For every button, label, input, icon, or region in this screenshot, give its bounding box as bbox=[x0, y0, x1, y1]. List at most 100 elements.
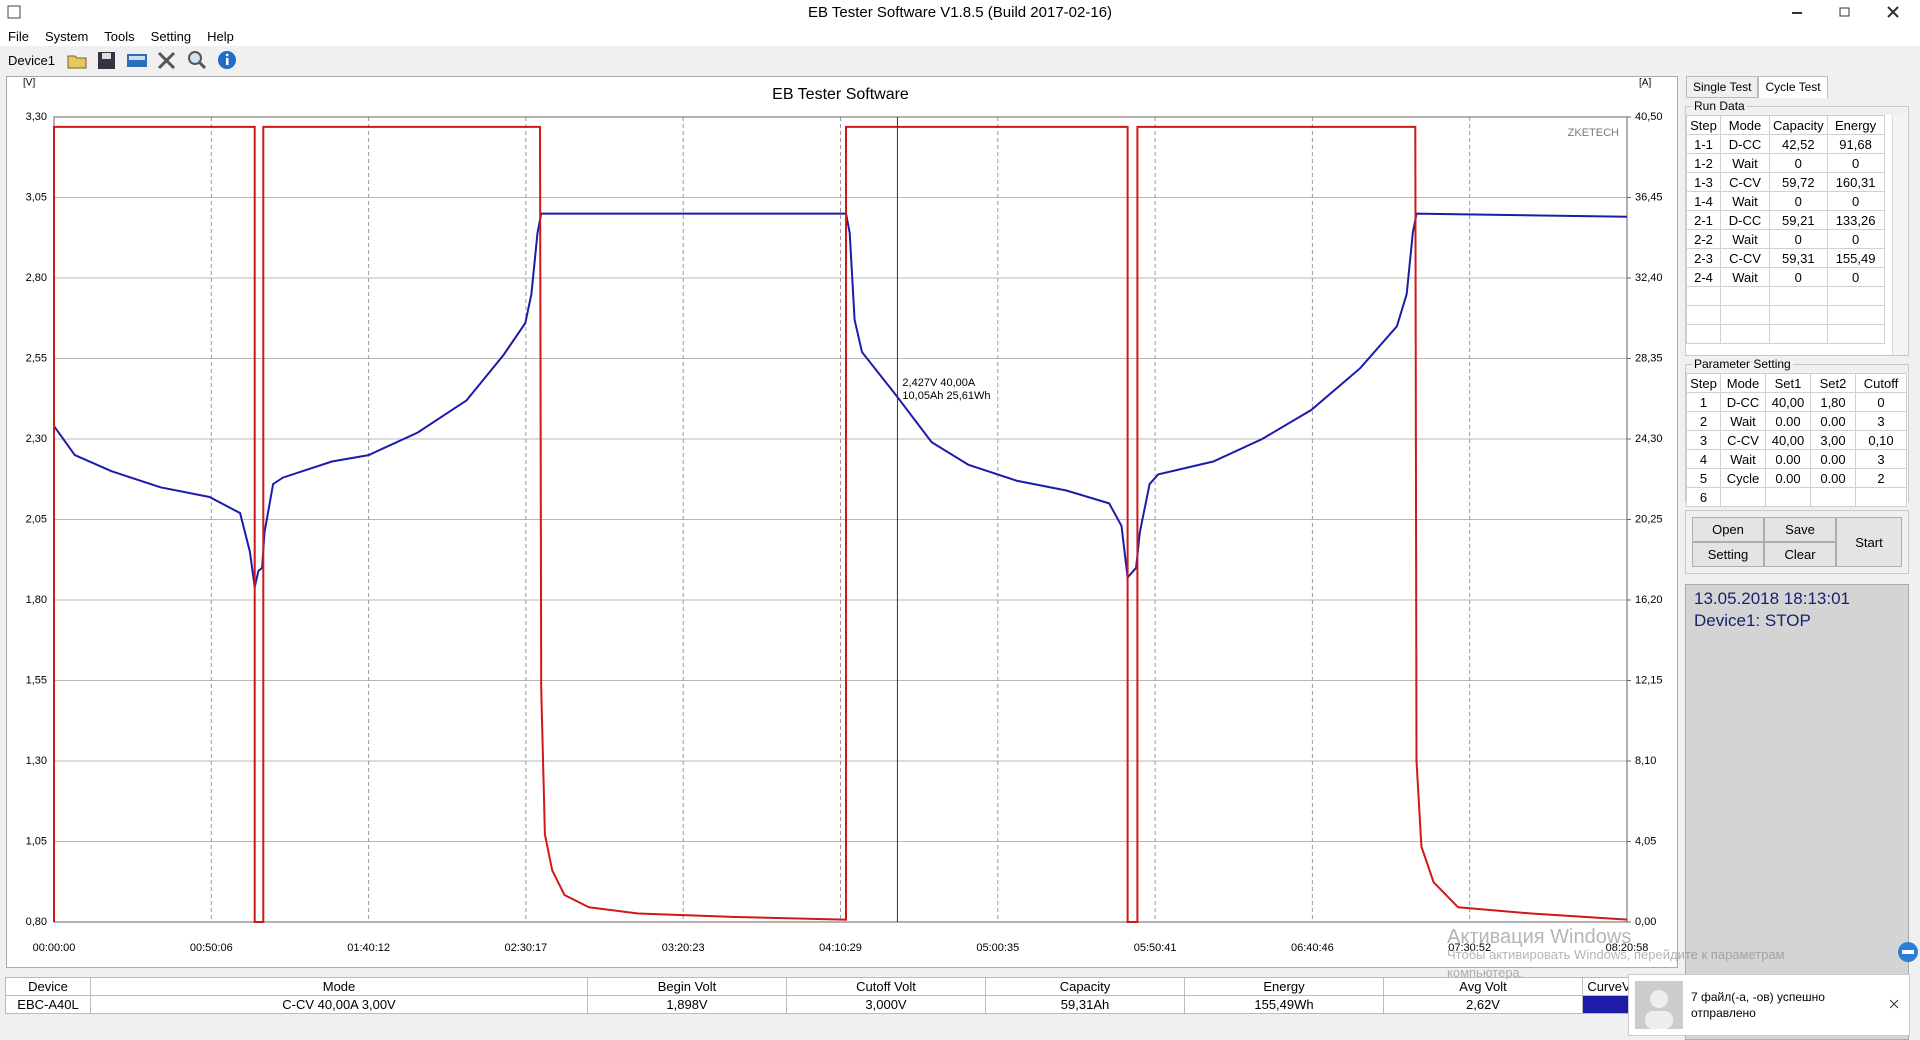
table-cell: 0.00 bbox=[1810, 449, 1856, 469]
tab[interactable]: Single Test bbox=[1686, 76, 1759, 98]
close-icon[interactable] bbox=[1889, 999, 1899, 1009]
column-header: Step bbox=[1686, 373, 1721, 393]
table-row[interactable] bbox=[1686, 286, 1885, 306]
search-icon[interactable] bbox=[185, 49, 209, 71]
start-button[interactable]: Start bbox=[1836, 517, 1902, 567]
table-cell: 0 bbox=[1769, 229, 1828, 249]
table-cell: 160,31 bbox=[1826, 172, 1885, 192]
table-cell bbox=[1769, 324, 1828, 344]
right-panel: Single Test Cycle Test Run Data Step Mode C… bbox=[1680, 74, 1920, 1040]
column-header: Energy bbox=[1826, 115, 1885, 135]
menu-item[interactable]: Help bbox=[207, 28, 234, 44]
avatar bbox=[1635, 981, 1683, 1029]
table-cell bbox=[1810, 487, 1856, 507]
table-cell: 2 bbox=[1686, 411, 1721, 431]
table-cell: 6 bbox=[1686, 487, 1721, 507]
curve-color bbox=[1582, 995, 1636, 1014]
table-row[interactable]: 1-2 Wait 0 0 bbox=[1686, 153, 1885, 173]
save-icon[interactable] bbox=[95, 49, 119, 71]
chart-panel: EB Tester Software [V] [A] ZKETECH 0,80 1,05 1… bbox=[6, 76, 1678, 968]
menu-item[interactable]: Tools bbox=[104, 28, 135, 44]
clear-button[interactable]: Clear bbox=[1764, 542, 1836, 567]
menu-item[interactable]: File bbox=[8, 28, 29, 44]
activation-text: Чтобы активировать Windows, перейдите к … bbox=[1447, 947, 1785, 962]
activation-text: компьютера. bbox=[1447, 965, 1524, 980]
y-tick-label: 2,55 bbox=[26, 352, 47, 364]
table-row[interactable]: 2-4 Wait 0 0 bbox=[1686, 267, 1885, 287]
menu-item[interactable]: Setting bbox=[150, 28, 192, 44]
table-cell bbox=[1769, 305, 1828, 325]
table-cell: 155,49Wh bbox=[1184, 995, 1384, 1014]
table-cell: Wait bbox=[1720, 267, 1770, 287]
table-cell: C-CV bbox=[1720, 172, 1770, 192]
table-cell: 0.00 bbox=[1810, 411, 1856, 431]
table-cell bbox=[1826, 305, 1885, 325]
table-row[interactable]: 4 Wait 0.00 0.00 3 bbox=[1686, 449, 1907, 469]
table-row[interactable]: 5 Cycle 0.00 0.00 2 bbox=[1686, 468, 1907, 488]
table-row[interactable]: 3 C-CV 40,00 3,00 0,10 bbox=[1686, 430, 1907, 450]
summary-table: Device Mode Begin Volt Cutoff Volt Capacity E… bbox=[5, 977, 1636, 1014]
notification[interactable]: 7 файл(-а, -ов) успешно отправлено bbox=[1628, 974, 1910, 1036]
y-axis-label: [V] bbox=[23, 78, 35, 89]
x-tick-label: 04:10:29 bbox=[819, 942, 862, 954]
table-cell: Wait bbox=[1720, 449, 1766, 469]
y2-tick-label: 12,15 bbox=[1635, 674, 1663, 686]
device-label: Device1 bbox=[8, 52, 55, 68]
status-state: Device1: STOP bbox=[1694, 611, 1811, 630]
table-row[interactable]: 2-3 C-CV 59,31 155,49 bbox=[1686, 248, 1885, 268]
y2-tick-label: 32,40 bbox=[1635, 272, 1663, 284]
y2-axis-label: [A] bbox=[1639, 78, 1651, 89]
scrollbar[interactable] bbox=[1892, 115, 1908, 355]
table-row[interactable]: 1-3 C-CV 59,72 160,31 bbox=[1686, 172, 1885, 192]
table-cell: 0,10 bbox=[1855, 430, 1907, 450]
x-tick-label: 03:20:23 bbox=[662, 942, 705, 954]
table-cell: D-CC bbox=[1720, 392, 1766, 412]
table-cell: Wait bbox=[1720, 191, 1770, 211]
save-button[interactable]: Save bbox=[1764, 517, 1836, 542]
table-cell: Wait bbox=[1720, 153, 1770, 173]
table-row[interactable]: 2-2 Wait 0 0 bbox=[1686, 229, 1885, 249]
column-header: Cutoff bbox=[1855, 373, 1907, 393]
header-row: Step Mode Set1 Set2 Cutoff bbox=[1686, 373, 1907, 393]
chart-icon[interactable] bbox=[125, 49, 149, 71]
table-row[interactable]: 6 bbox=[1686, 487, 1907, 507]
table-row[interactable]: 1 D-CC 40,00 1,80 0 bbox=[1686, 392, 1907, 412]
table-row: EBC-A40L C-CV 40,00A 3,00V 1,898V 3,000V 59,… bbox=[5, 995, 1636, 1014]
open-button[interactable]: Open bbox=[1692, 517, 1764, 542]
tools-icon[interactable] bbox=[155, 49, 179, 71]
setting-button[interactable]: Setting bbox=[1692, 542, 1764, 567]
y-tick-label: 1,55 bbox=[26, 674, 47, 686]
tab[interactable]: Cycle Test bbox=[1758, 76, 1828, 98]
table-cell: 0 bbox=[1826, 229, 1885, 249]
table-cell: 0.00 bbox=[1765, 449, 1811, 469]
table-cell: Wait bbox=[1720, 229, 1770, 249]
info-icon[interactable] bbox=[215, 49, 239, 71]
table-cell: 1,898V bbox=[587, 995, 787, 1014]
table-cell: 40,00 bbox=[1765, 392, 1811, 412]
watermark: ZKETECH bbox=[1568, 127, 1619, 139]
window-controls[interactable] bbox=[1770, 0, 1920, 26]
tray-icon[interactable] bbox=[1896, 940, 1920, 964]
y2-tick-label: 28,35 bbox=[1635, 352, 1663, 364]
open-icon[interactable] bbox=[65, 49, 89, 71]
table-cell: 1 bbox=[1686, 392, 1721, 412]
table-cell: 2 bbox=[1855, 468, 1907, 488]
run-data-group: Run Data Step Mode Capacity Energy 1-1 D-CC 42… bbox=[1685, 99, 1909, 356]
table-row[interactable]: 1-1 D-CC 42,52 91,68 bbox=[1686, 134, 1885, 154]
table-row[interactable]: 1-4 Wait 0 0 bbox=[1686, 191, 1885, 211]
table-cell: 4 bbox=[1686, 449, 1721, 469]
table-row[interactable] bbox=[1686, 305, 1885, 325]
table-row[interactable] bbox=[1686, 324, 1885, 344]
cursor-label: 10,05Ah 25,61Wh bbox=[902, 390, 990, 402]
group-label: Parameter Setting bbox=[1692, 357, 1793, 371]
window-title: EB Tester Software V1.8.5 (Build 2017-02… bbox=[807, 4, 1113, 21]
y2-tick-label: 8,10 bbox=[1635, 755, 1656, 767]
table-cell: 3,00 bbox=[1810, 430, 1856, 450]
y2-tick-label: 24,30 bbox=[1635, 433, 1663, 445]
table-row[interactable]: 2-1 D-CC 59,21 133,26 bbox=[1686, 210, 1885, 230]
table-cell bbox=[1686, 305, 1721, 325]
table-row[interactable]: 2 Wait 0.00 0.00 3 bbox=[1686, 411, 1907, 431]
menu-item[interactable]: System bbox=[44, 28, 89, 44]
